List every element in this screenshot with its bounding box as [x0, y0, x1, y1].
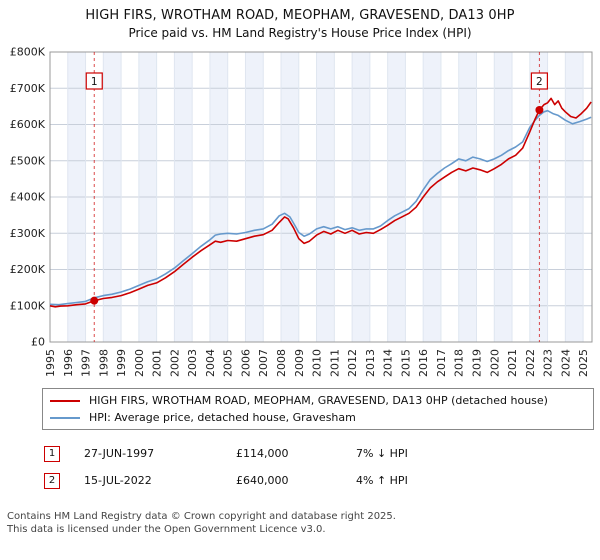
- svg-text:£300K: £300K: [10, 227, 46, 240]
- svg-text:2016: 2016: [417, 349, 430, 377]
- license-footer: Contains HM Land Registry data © Crown c…: [7, 510, 600, 536]
- svg-text:2023: 2023: [542, 349, 555, 377]
- svg-text:2015: 2015: [399, 349, 412, 377]
- svg-text:2004: 2004: [204, 349, 217, 377]
- sale-1-row: 1 27-JUN-1997 £114,000 7% ↓ HPI: [44, 440, 600, 467]
- svg-text:2019: 2019: [470, 349, 483, 377]
- svg-text:2010: 2010: [311, 349, 324, 377]
- svg-text:2018: 2018: [453, 349, 466, 377]
- svg-text:2013: 2013: [364, 349, 377, 377]
- sale-2-marker-badge: 2: [44, 472, 60, 489]
- svg-text:£600K: £600K: [10, 118, 46, 131]
- sale-1-date: 27-JUN-1997: [84, 447, 155, 460]
- svg-text:2: 2: [536, 76, 543, 88]
- svg-text:2001: 2001: [151, 349, 164, 377]
- footer-line-1: Contains HM Land Registry data © Crown c…: [7, 511, 396, 522]
- svg-text:2008: 2008: [275, 349, 288, 377]
- svg-text:1999: 1999: [115, 349, 128, 377]
- chart-legend: HIGH FIRS, WROTHAM ROAD, MEOPHAM, GRAVES…: [42, 388, 594, 430]
- sale-2-price: £640,000: [236, 474, 289, 487]
- svg-text:2022: 2022: [524, 349, 537, 377]
- sale-2-hpi-delta: 4% ↑ HPI: [356, 474, 408, 487]
- svg-text:1996: 1996: [62, 349, 75, 377]
- svg-text:2020: 2020: [488, 349, 501, 377]
- sale-2-row: 2 15-JUL-2022 £640,000 4% ↑ HPI: [44, 467, 600, 494]
- svg-text:2021: 2021: [506, 349, 519, 377]
- sale-1-marker-badge: 1: [44, 445, 60, 462]
- legend-label-price-paid: HIGH FIRS, WROTHAM ROAD, MEOPHAM, GRAVES…: [89, 394, 548, 407]
- sale-2-date: 15-JUL-2022: [84, 474, 152, 487]
- svg-text:2025: 2025: [577, 349, 590, 377]
- svg-text:1: 1: [91, 76, 98, 88]
- house-price-chart-page: HIGH FIRS, WROTHAM ROAD, MEOPHAM, GRAVES…: [7, 8, 600, 536]
- svg-text:2011: 2011: [328, 349, 341, 377]
- svg-text:1997: 1997: [80, 349, 93, 377]
- price-paid-line-swatch: [50, 399, 80, 402]
- svg-text:2006: 2006: [239, 349, 252, 377]
- svg-text:1995: 1995: [44, 349, 57, 377]
- svg-text:2014: 2014: [382, 349, 395, 377]
- svg-text:2024: 2024: [559, 349, 572, 377]
- legend-item-price-paid: HIGH FIRS, WROTHAM ROAD, MEOPHAM, GRAVES…: [50, 392, 586, 409]
- svg-text:2002: 2002: [168, 349, 181, 377]
- svg-text:2009: 2009: [293, 349, 306, 377]
- page-subtitle: Price paid vs. HM Land Registry's House …: [128, 26, 472, 40]
- sale-1-hpi-delta: 7% ↓ HPI: [356, 447, 408, 460]
- svg-text:£0: £0: [31, 336, 45, 349]
- svg-text:£400K: £400K: [10, 191, 46, 204]
- svg-text:£800K: £800K: [10, 46, 46, 59]
- svg-text:2000: 2000: [133, 349, 146, 377]
- svg-text:£700K: £700K: [10, 82, 46, 95]
- svg-text:2005: 2005: [222, 349, 235, 377]
- svg-text:£100K: £100K: [10, 299, 46, 312]
- sale-annotations: 1 27-JUN-1997 £114,000 7% ↓ HPI 2 15-JUL…: [44, 440, 600, 494]
- svg-text:2007: 2007: [257, 349, 270, 377]
- page-title: HIGH FIRS, WROTHAM ROAD, MEOPHAM, GRAVES…: [85, 8, 515, 23]
- footer-line-2: This data is licensed under the Open Gov…: [7, 524, 326, 535]
- hpi-line-swatch: [50, 416, 80, 419]
- svg-text:1998: 1998: [97, 349, 110, 377]
- svg-text:£500K: £500K: [10, 154, 46, 167]
- svg-text:2012: 2012: [346, 349, 359, 377]
- price-history-chart: £0 £100K £200K £300K £400K £500K £600K £700K £80…: [10, 46, 593, 377]
- svg-text:£200K: £200K: [10, 263, 46, 276]
- sale-1-price: £114,000: [236, 447, 289, 460]
- svg-text:2017: 2017: [435, 349, 448, 377]
- svg-text:2003: 2003: [186, 349, 199, 377]
- legend-label-hpi: HPI: Average price, detached house, Grav…: [89, 411, 356, 424]
- legend-item-hpi: HPI: Average price, detached house, Grav…: [50, 409, 586, 426]
